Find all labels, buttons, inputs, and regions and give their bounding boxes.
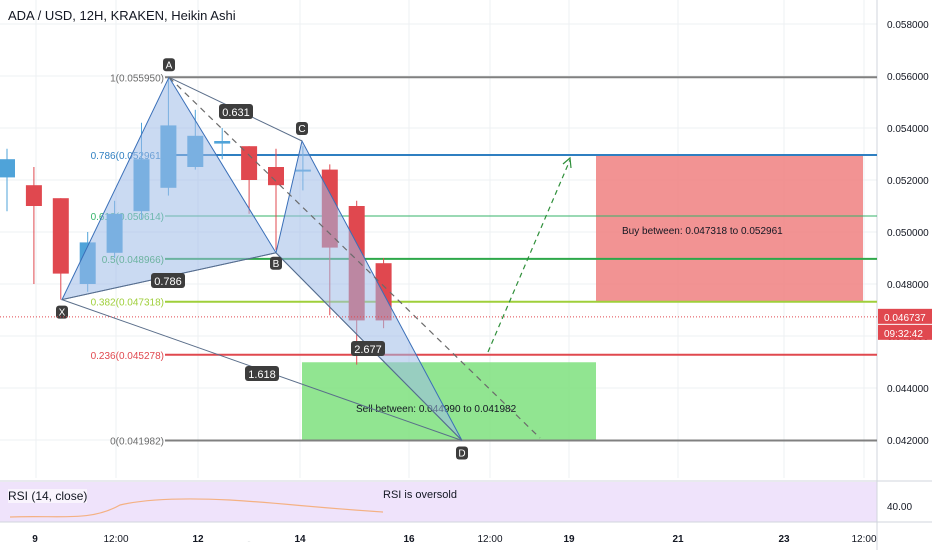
y-tick-label: 0.048000 [887,280,929,291]
pattern-point-label: D [458,449,465,460]
ratio-label: 1.618 [248,369,276,381]
candle-body[interactable] [0,159,15,178]
pattern-point-label: A [166,60,173,71]
dashed-trend-line [168,76,541,439]
y-tick-label: 0.054000 [887,124,929,135]
candle-body[interactable] [268,167,284,186]
x-tick-label: 12:00 [103,534,128,545]
projected-move-arrow [562,156,572,169]
pattern-point-label: X [59,308,66,319]
fib-level-label: 0(0.041982) [110,436,164,447]
candle-body[interactable] [241,146,258,180]
fib-level-label: 0.382(0.047318) [91,298,164,309]
fib-level-label: 0.236(0.045278) [91,351,164,362]
rsi-line [9,498,384,518]
x-tick-label: 14 [294,534,306,545]
countdown-label: 09:32:42 [884,329,923,340]
x-tick-label: 16 [403,534,415,545]
candle-body[interactable] [25,185,42,206]
pattern-point-badge [456,446,468,460]
chart-title: ADA / USD, 12H, KRAKEN, Heikin Ashi [8,8,236,23]
pattern-point-badge [270,256,282,270]
pattern-point-label: C [298,124,305,135]
x-tick-label: 12:00 [851,534,876,545]
ratio-label: 2.677 [354,344,382,356]
ratio-badge [219,104,253,119]
x-tick-label: 23 [778,534,790,545]
x-tick-label: 12:00 [248,541,251,543]
pattern-point-label: B [273,259,280,270]
pattern-point-badge [163,58,175,72]
countdown-badge [878,324,932,340]
x-tick-label: 21 [672,534,684,545]
y-tick-label: 0.052000 [887,176,929,187]
ratio-label: 0.631 [222,107,250,119]
ratio-badge [351,341,385,356]
current-price-label: 0.046737 [884,313,926,324]
candle-body[interactable] [52,198,69,274]
y-tick-label: 0.044000 [887,384,929,395]
pattern-point-badge [296,122,308,135]
x-tick-label: 12:00 [477,534,502,545]
rsi-label[interactable]: RSI (14, close) [8,489,88,503]
y-tick-label: 0.042000 [887,436,929,447]
sell-zone [302,362,596,441]
x-tick-label: 19 [563,534,575,545]
x-tick-label: 12 [192,534,204,545]
x-tick-label: 9 [32,534,38,545]
rsi-note: RSI is oversold [383,489,457,501]
y-tick-label: 0.056000 [887,72,929,83]
y-tick-label: 0.058000 [887,20,929,31]
fib-level-label: 0.786(0.052961) [91,151,164,162]
ratio-label: 0.786 [154,276,182,288]
rsi-tick-label: 40.00 [887,502,912,513]
current-price-badge [878,308,932,324]
projected-move-line [487,159,571,353]
candle-body[interactable] [214,141,231,144]
pattern-point-badge [56,305,68,319]
ratio-badge [151,273,185,288]
buy-zone [596,155,863,302]
y-tick-label: 0.050000 [887,228,929,239]
rsi-pane-background [0,482,877,522]
fib-level-label: 1(0.055950) [110,73,164,84]
ratio-badge [245,366,279,381]
buy-zone-label: Buy between: 0.047318 to 0.052961 [622,226,783,237]
